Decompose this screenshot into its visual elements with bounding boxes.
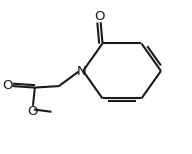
Text: O: O [27, 105, 37, 118]
Text: O: O [2, 79, 12, 92]
Text: N: N [77, 65, 87, 78]
Text: O: O [94, 10, 105, 23]
